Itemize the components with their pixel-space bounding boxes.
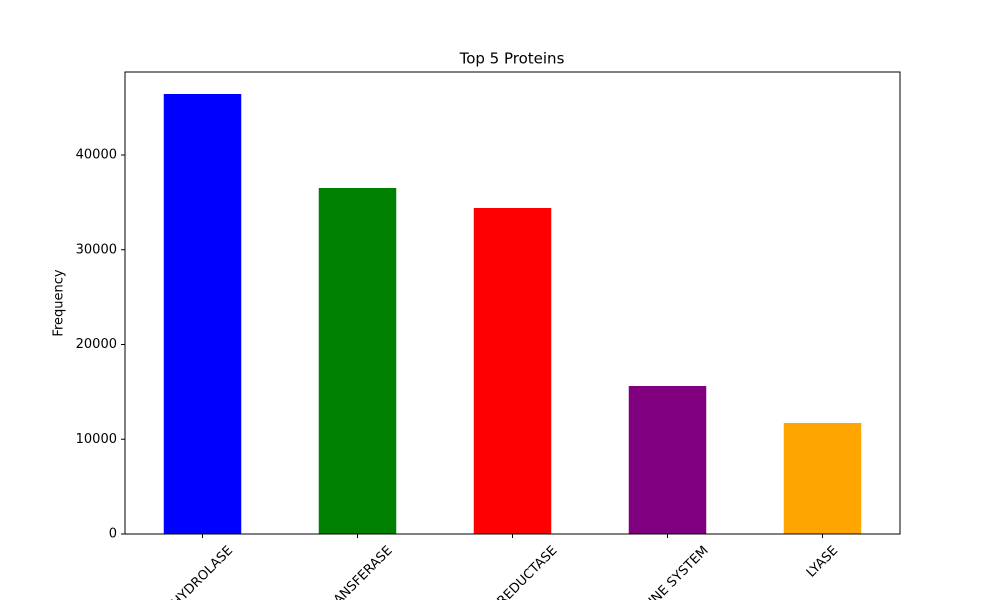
x-tick-label: OXIDOREDUCTASE xyxy=(465,543,561,600)
y-tick-label: 20000 xyxy=(76,337,117,352)
y-tick-label: 10000 xyxy=(76,432,117,447)
bar xyxy=(473,208,552,535)
bar xyxy=(318,188,397,534)
bar xyxy=(163,94,242,534)
y-axis-label: Frequency xyxy=(52,269,67,336)
x-tick-label: HYDROLASE xyxy=(169,543,236,600)
y-tick-label: 0 xyxy=(109,527,117,542)
x-tick-label: TRANSFERASE xyxy=(319,543,396,600)
y-tick-label: 40000 xyxy=(76,148,117,163)
plot-frame xyxy=(124,71,901,535)
y-tick-label: 30000 xyxy=(76,242,117,257)
chart-title: Top 5 Proteins xyxy=(459,50,565,68)
bar xyxy=(628,386,707,534)
bar xyxy=(783,423,862,534)
x-tick-label: IMMUNE SYSTEM xyxy=(623,543,711,600)
x-tick-label: LYASE xyxy=(804,543,841,580)
